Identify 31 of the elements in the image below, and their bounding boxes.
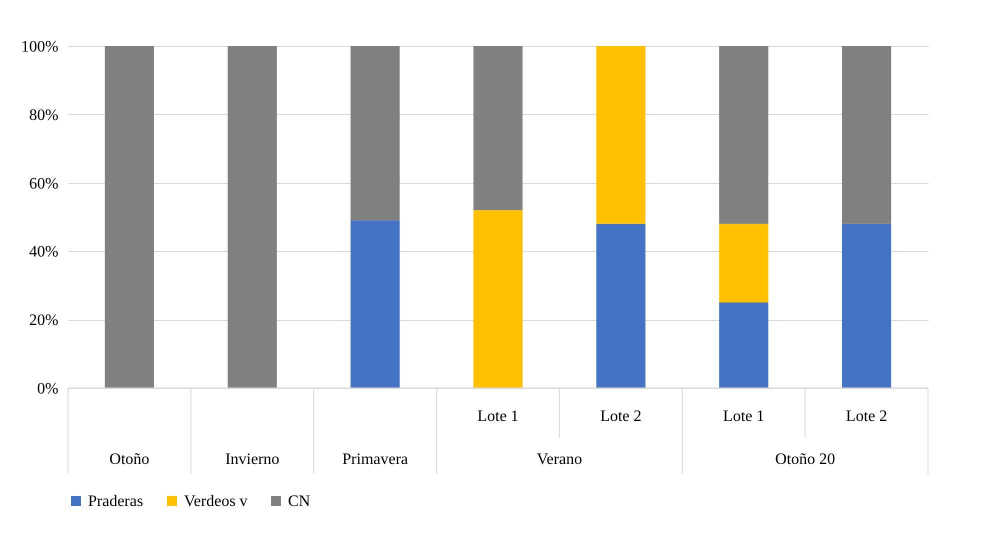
bar: [596, 46, 646, 224]
x-tick-label: Lote 2: [600, 408, 642, 425]
bar: [719, 46, 768, 224]
y-tick-label: 80%: [29, 106, 58, 124]
bar: [350, 220, 400, 388]
bar: [228, 46, 277, 388]
bar: [473, 46, 523, 210]
x-tick-label: Invierno: [225, 451, 280, 468]
bar: [842, 224, 892, 388]
bar: [104, 46, 154, 388]
y-tick-label: 40%: [29, 244, 58, 261]
text: Verano: [536, 451, 582, 468]
legend-label: Praderas: [88, 493, 144, 510]
bar: [596, 224, 646, 388]
x-tick-label: Primavera: [342, 451, 408, 468]
bar: [719, 224, 768, 302]
y-tick-label: 0%: [37, 380, 58, 398]
bar: [842, 46, 892, 224]
y-tick-label: 100%: [21, 38, 58, 56]
x-tick-label: Otoño: [109, 451, 150, 468]
y-tick-label: 60%: [29, 175, 58, 192]
y-tick-label: 20%: [29, 312, 58, 330]
text: Otoño 20: [775, 451, 836, 468]
x-tick-label: Lote 1: [477, 408, 519, 425]
x-tick-label: Lote 2: [846, 408, 888, 425]
x-tick-label: Lote 1: [723, 408, 764, 425]
bar: [473, 210, 523, 388]
legend-label: CN: [288, 493, 311, 510]
bar: [350, 46, 400, 220]
legend-label: Verdeos v: [184, 493, 248, 510]
bar: [719, 302, 768, 388]
